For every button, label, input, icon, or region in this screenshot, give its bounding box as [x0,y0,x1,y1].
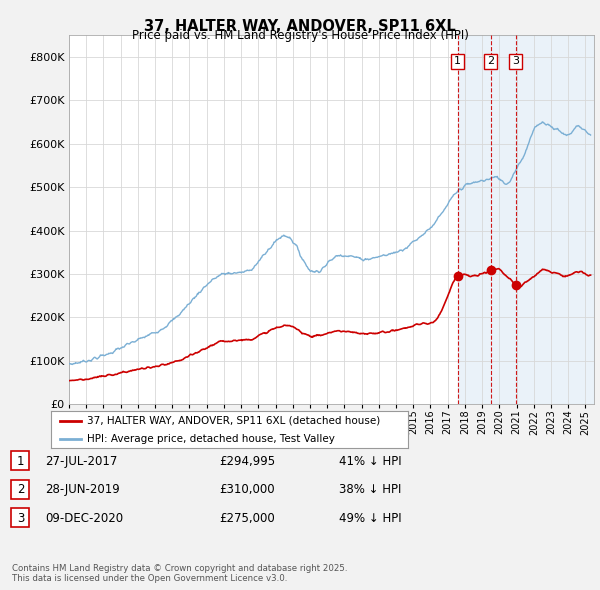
Text: HPI: Average price, detached house, Test Valley: HPI: Average price, detached house, Test… [87,434,335,444]
Text: 41% ↓ HPI: 41% ↓ HPI [339,455,401,468]
Text: Price paid vs. HM Land Registry's House Price Index (HPI): Price paid vs. HM Land Registry's House … [131,30,469,42]
Text: 49% ↓ HPI: 49% ↓ HPI [339,512,401,525]
Text: £275,000: £275,000 [219,512,275,525]
Text: 38% ↓ HPI: 38% ↓ HPI [339,483,401,496]
Bar [458,35,594,404]
Text: This data is licensed under the Open Government Licence v3.0.: This data is licensed under the Open Gov… [12,574,287,583]
Text: 27-JUL-2017: 27-JUL-2017 [45,455,118,468]
Text: 37, HALTER WAY, ANDOVER, SP11 6XL: 37, HALTER WAY, ANDOVER, SP11 6XL [144,19,456,34]
Text: 1: 1 [17,455,24,468]
Text: Contains HM Land Registry data © Crown copyright and database right 2025.: Contains HM Land Registry data © Crown c… [12,565,347,573]
Text: 2: 2 [17,483,24,496]
Text: £310,000: £310,000 [219,483,275,496]
Text: 28-JUN-2019: 28-JUN-2019 [45,483,120,496]
Text: 3: 3 [17,512,24,525]
Text: 37, HALTER WAY, ANDOVER, SP11 6XL (detached house): 37, HALTER WAY, ANDOVER, SP11 6XL (detac… [87,416,380,426]
Text: 2: 2 [487,57,494,67]
Text: £294,995: £294,995 [219,455,275,468]
Text: 1: 1 [454,57,461,67]
Text: 09-DEC-2020: 09-DEC-2020 [45,512,123,525]
Text: 3: 3 [512,57,519,67]
